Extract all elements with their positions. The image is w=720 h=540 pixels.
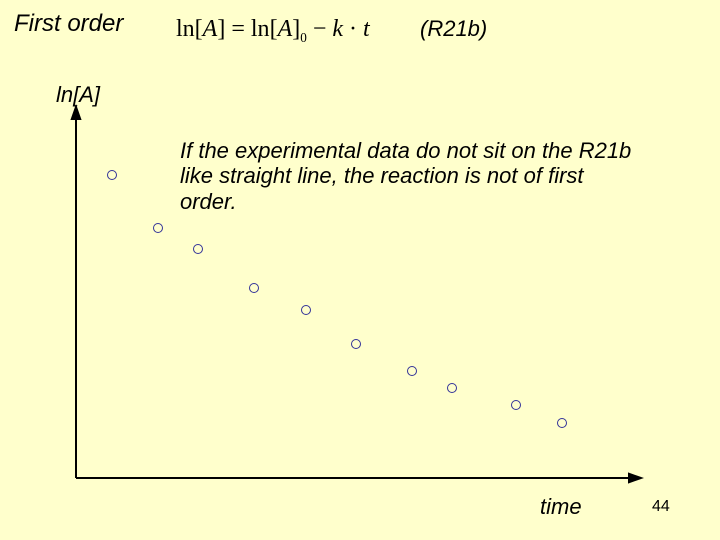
data-point <box>351 339 361 349</box>
chart-axes <box>0 0 720 540</box>
data-point <box>153 223 163 233</box>
data-point <box>193 244 203 254</box>
data-point <box>249 283 259 293</box>
x-axis-label: time <box>540 494 582 520</box>
data-point <box>557 418 567 428</box>
data-point <box>107 170 117 180</box>
page-number: 44 <box>652 498 670 516</box>
data-point <box>301 305 311 315</box>
data-point <box>407 366 417 376</box>
data-point <box>511 400 521 410</box>
data-point <box>447 383 457 393</box>
